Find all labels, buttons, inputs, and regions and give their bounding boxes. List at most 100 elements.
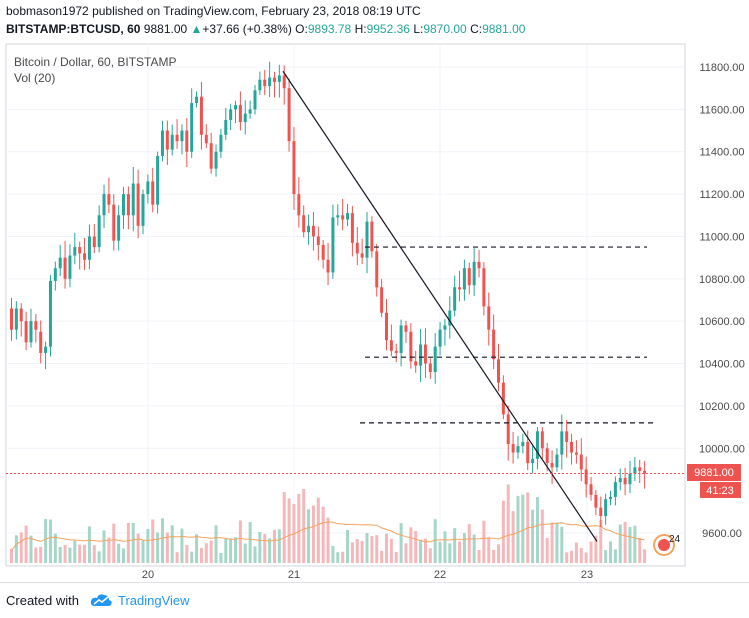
candle-down bbox=[136, 183, 140, 226]
volume-bar bbox=[219, 552, 223, 563]
candle-down bbox=[341, 215, 345, 220]
candle-up bbox=[399, 325, 403, 353]
candle-down bbox=[599, 507, 603, 517]
candle-up bbox=[258, 79, 262, 91]
candle-up bbox=[160, 130, 164, 156]
series-legend[interactable]: Bitcoin / Dollar, 60, BITSTAMP bbox=[14, 55, 177, 69]
timezone-icon[interactable]: 24 bbox=[653, 534, 681, 556]
candle-down bbox=[360, 253, 364, 258]
volume-bar bbox=[277, 529, 281, 563]
candles bbox=[10, 61, 647, 528]
time-tick-label: 21 bbox=[288, 569, 300, 581]
volume-bar bbox=[501, 500, 505, 563]
candle-up bbox=[53, 268, 57, 281]
candle-up bbox=[535, 431, 539, 459]
symbol[interactable]: BITSTAMP:BTCUSD, 60 bbox=[6, 22, 141, 36]
volume-bar bbox=[370, 536, 374, 563]
price-chart[interactable]: 11800.00 11600.00 11400.00 11200.00 11000.00… bbox=[0, 0, 749, 582]
candle-up bbox=[618, 477, 622, 483]
volume-legend[interactable]: Vol (20) bbox=[14, 71, 56, 85]
volume-bar bbox=[126, 522, 130, 563]
volume-bar bbox=[609, 541, 613, 563]
volume-bar bbox=[214, 525, 218, 563]
candle-down bbox=[19, 308, 23, 322]
candle-up bbox=[58, 257, 62, 269]
volume-bar bbox=[365, 533, 369, 563]
volume-bar bbox=[540, 509, 544, 563]
volume-bar bbox=[604, 550, 608, 563]
volume-bar bbox=[19, 532, 23, 563]
volume-bar bbox=[443, 531, 447, 563]
volume-bar bbox=[34, 547, 38, 563]
volume-bar bbox=[355, 539, 359, 563]
volume-bar bbox=[380, 550, 384, 563]
candle-up bbox=[87, 236, 91, 260]
high-value: 9952.36 bbox=[366, 22, 410, 36]
volume-bar bbox=[404, 543, 408, 563]
candle-down bbox=[24, 321, 28, 343]
volume-bar bbox=[477, 549, 481, 563]
price-tick-label: 10200.00 bbox=[699, 401, 745, 413]
last-price-badge: 9881.00 bbox=[687, 464, 741, 481]
time-axis: 20 21 22 23 bbox=[142, 569, 593, 581]
volume-bar bbox=[165, 532, 169, 563]
volume-bar bbox=[638, 537, 642, 563]
volume-bar bbox=[462, 533, 466, 563]
volume-bar bbox=[326, 517, 330, 563]
volume-bar bbox=[58, 547, 62, 563]
low-value: 9870.00 bbox=[423, 22, 467, 36]
price-tick-label: 10800.00 bbox=[699, 274, 745, 286]
volume-bar bbox=[643, 549, 647, 563]
volume-bar bbox=[336, 552, 340, 563]
candle-down bbox=[34, 321, 38, 330]
candle-down bbox=[526, 441, 530, 464]
volume-bar bbox=[618, 524, 622, 563]
volume-bar bbox=[506, 484, 510, 563]
countdown-badge: 41:23 bbox=[700, 482, 741, 498]
candle-up bbox=[443, 325, 447, 330]
volume-bar bbox=[258, 531, 262, 563]
volume-bar bbox=[63, 544, 67, 563]
candle-up bbox=[14, 308, 18, 330]
price-tick-label: 10400.00 bbox=[699, 359, 745, 371]
candle-up bbox=[68, 255, 72, 279]
price-tick-label: 11400.00 bbox=[699, 147, 744, 159]
volume-bar bbox=[14, 535, 18, 563]
candle-up bbox=[48, 280, 52, 347]
timezone-badge-text: 24 bbox=[669, 534, 681, 545]
price-tick-label: 10600.00 bbox=[699, 316, 745, 328]
candle-up bbox=[122, 194, 126, 216]
volume-bar bbox=[579, 547, 583, 563]
volume-bar bbox=[97, 551, 101, 563]
volume-bar bbox=[560, 526, 564, 563]
volume-bar bbox=[141, 540, 145, 563]
candle-down bbox=[78, 247, 82, 254]
volume-bar bbox=[321, 506, 325, 563]
candle-up bbox=[516, 446, 520, 453]
volume-bar bbox=[87, 526, 91, 563]
volume-bar bbox=[467, 524, 471, 563]
tradingview-link[interactable]: TradingView bbox=[118, 593, 190, 608]
candle-down bbox=[311, 225, 315, 237]
candle-up bbox=[243, 113, 247, 123]
candle-down bbox=[506, 414, 510, 445]
volume-bar bbox=[268, 538, 272, 563]
volume-bar bbox=[68, 547, 72, 563]
high-label: H: bbox=[354, 22, 367, 36]
candle-down bbox=[458, 287, 462, 290]
volume-bar bbox=[423, 538, 427, 563]
volume-bar bbox=[146, 528, 150, 563]
candle-down bbox=[292, 141, 296, 195]
candle-up bbox=[277, 75, 281, 82]
tradingview-cloud-icon[interactable] bbox=[89, 592, 113, 610]
volume-bar bbox=[243, 543, 247, 563]
candle-down bbox=[39, 331, 43, 353]
candle-up bbox=[219, 134, 223, 152]
candle-down bbox=[414, 361, 418, 366]
candle-down bbox=[185, 130, 189, 152]
candle-down bbox=[545, 448, 549, 464]
volume-bar bbox=[282, 491, 286, 563]
candle-down bbox=[584, 469, 588, 485]
chart-pane[interactable] bbox=[5, 43, 686, 567]
price-badge-text: 9881.00 bbox=[694, 467, 734, 479]
